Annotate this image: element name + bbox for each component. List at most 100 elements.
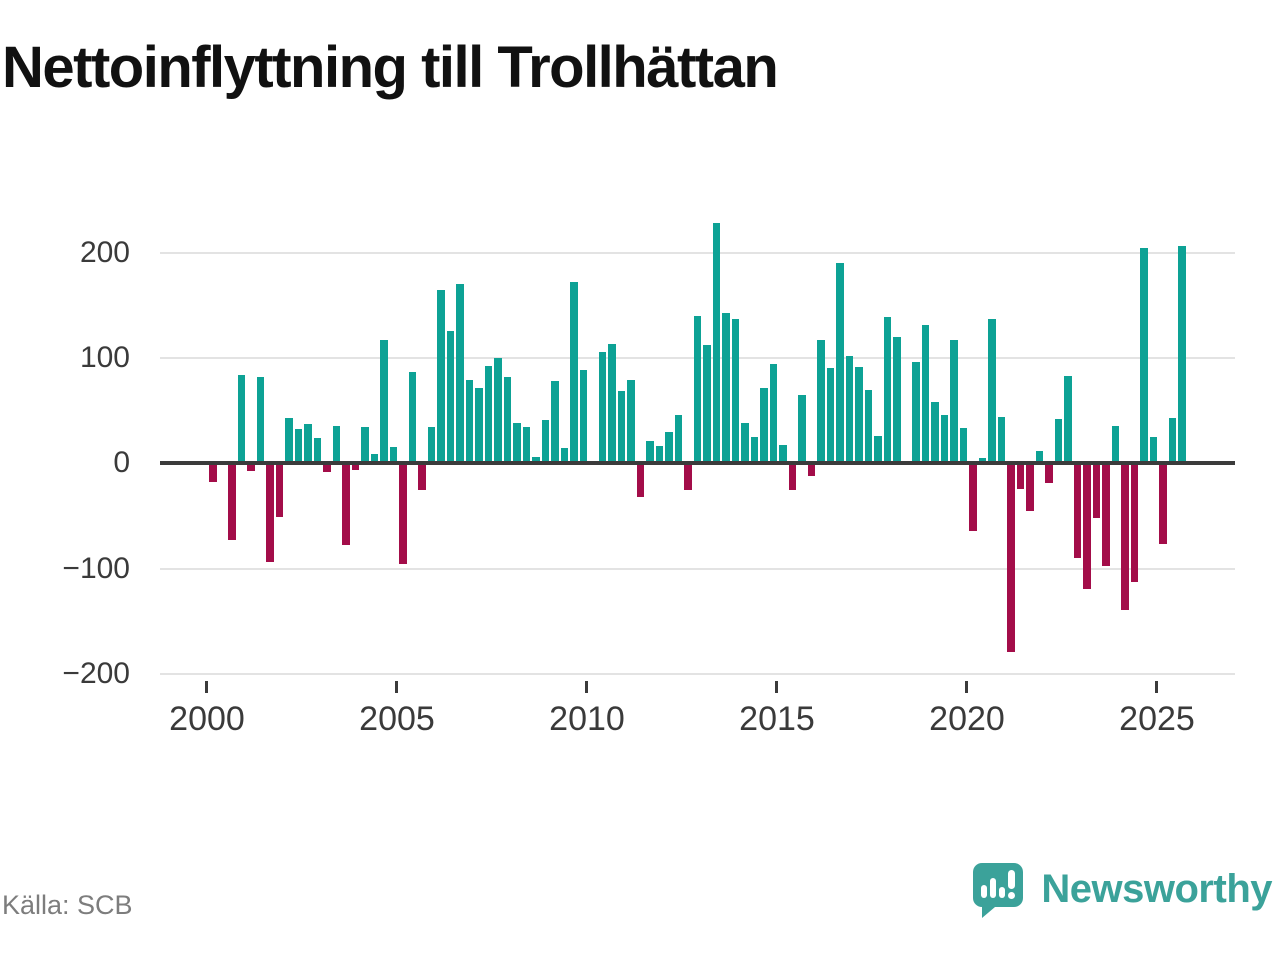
bar-2021-Q4 (1035, 451, 1043, 463)
bar-2009-Q1 (551, 380, 559, 463)
x-tick-2000 (205, 681, 208, 693)
bar-2008-Q1 (513, 422, 521, 463)
x-tick-label-2005: 2005 (359, 700, 435, 738)
bar-2006-Q1 (437, 290, 445, 463)
bar-2013-Q2 (712, 222, 720, 463)
bar-2003-Q4 (351, 465, 359, 471)
bar-2006-Q3 (456, 283, 464, 463)
bar-2011-Q1 (627, 379, 635, 463)
bar-2008-Q2 (522, 427, 530, 463)
bar-2021-Q1 (1007, 465, 1015, 653)
bar-2008-Q4 (541, 419, 549, 463)
bar-2018-Q1 (893, 336, 901, 463)
bar-2020-Q4 (997, 416, 1005, 463)
bar-2023-Q3 (1102, 465, 1110, 567)
bar-2008-Q3 (532, 456, 540, 463)
newsworthy-logo-icon (969, 860, 1027, 918)
bar-2019-Q1 (931, 401, 939, 463)
bar-2013-Q4 (731, 318, 739, 463)
bar-2017-Q4 (883, 316, 891, 463)
bar-2020-Q2 (978, 457, 986, 463)
bar-2011-Q2 (636, 465, 644, 497)
y-tick-label-0: 0 (113, 446, 130, 479)
bar-2017-Q3 (874, 435, 882, 463)
source-note: Källa: SCB (2, 890, 133, 920)
bar-2012-Q4 (693, 315, 701, 463)
bar-2019-Q4 (959, 428, 967, 463)
bar-2010-Q4 (617, 391, 625, 463)
bar-2016-Q3 (836, 262, 844, 463)
bar-2000-Q3 (228, 465, 236, 540)
x-tick-label-2015: 2015 (739, 700, 815, 738)
bar-2024-Q3 (1140, 248, 1148, 463)
bar-2002-Q1 (285, 417, 293, 463)
newsworthy-logo-text: Newsworthy (1041, 866, 1272, 911)
bar-2012-Q2 (674, 414, 682, 463)
bar-2005-Q2 (408, 372, 416, 463)
bar-2019-Q3 (950, 339, 958, 463)
bar-2012-Q1 (665, 432, 673, 463)
bar-2022-Q2 (1054, 418, 1062, 463)
bar-2013-Q1 (703, 345, 711, 463)
bar-2004-Q2 (370, 453, 378, 463)
bar-2023-Q2 (1092, 465, 1100, 518)
bar-2012-Q3 (684, 465, 692, 491)
bar-2025-Q3 (1178, 246, 1186, 463)
bar-2016-Q4 (845, 355, 853, 463)
bar-2015-Q3 (798, 394, 806, 463)
bar-2017-Q1 (855, 367, 863, 463)
x-tick-label-2010: 2010 (549, 700, 625, 738)
x-tick-2015 (775, 681, 778, 693)
chart-title: Nettoinflyttning till Trollhättan (2, 35, 779, 100)
bar-2003-Q3 (342, 465, 350, 546)
bar-2010-Q2 (598, 352, 606, 463)
bar-2020-Q1 (969, 465, 977, 532)
bar-2016-Q2 (826, 368, 834, 463)
bar-2018-Q3 (912, 361, 920, 463)
bar-2025-Q2 (1168, 417, 1176, 463)
bar-2023-Q4 (1111, 426, 1119, 463)
newsworthy-logo[interactable]: Newsworthy (969, 860, 1272, 918)
bar-2015-Q2 (788, 465, 796, 491)
bar-2024-Q1 (1121, 465, 1129, 611)
x-tick-2010 (585, 681, 588, 693)
bar-2004-Q3 (380, 339, 388, 463)
bar-2007-Q3 (494, 357, 502, 463)
bar-2016-Q1 (817, 339, 825, 463)
bar-2021-Q3 (1026, 465, 1034, 512)
x-tick-label-2000: 2000 (169, 700, 245, 738)
bar-2006-Q2 (446, 331, 454, 463)
bar-2007-Q2 (484, 366, 492, 463)
bar-2003-Q2 (332, 426, 340, 463)
bar-2021-Q2 (1016, 465, 1024, 490)
x-tick-label-2025: 2025 (1119, 700, 1195, 738)
speech-bubble-shape (973, 863, 1024, 918)
bar-2014-Q4 (769, 364, 777, 463)
bar-2022-Q1 (1045, 465, 1053, 483)
bar-2007-Q1 (475, 388, 483, 463)
bar-2001-Q2 (256, 376, 264, 463)
bar-2014-Q3 (760, 388, 768, 463)
bar-2019-Q2 (940, 414, 948, 463)
bar-2001-Q4 (275, 465, 283, 517)
bar-2001-Q1 (247, 465, 255, 472)
bar-2015-Q4 (807, 465, 815, 476)
bar-2004-Q4 (389, 447, 397, 463)
zero-axis-line (160, 461, 1235, 465)
bar-2002-Q3 (304, 424, 312, 463)
bar-2002-Q2 (294, 429, 302, 463)
bar-2015-Q1 (779, 445, 787, 463)
bar-2011-Q4 (655, 446, 663, 463)
y-tick-label-100: 100 (79, 341, 130, 374)
bar-2000-Q4 (237, 374, 245, 463)
bar-2007-Q4 (503, 376, 511, 463)
bar-2003-Q1 (323, 465, 331, 473)
x-tick-2025 (1155, 681, 1158, 693)
bar-2025-Q1 (1159, 465, 1167, 544)
bar-2002-Q4 (313, 437, 321, 463)
bar-2005-Q4 (427, 427, 435, 463)
bar-2020-Q3 (988, 318, 996, 463)
x-tick-label-2020: 2020 (929, 700, 1005, 738)
bar-2018-Q4 (921, 325, 929, 463)
